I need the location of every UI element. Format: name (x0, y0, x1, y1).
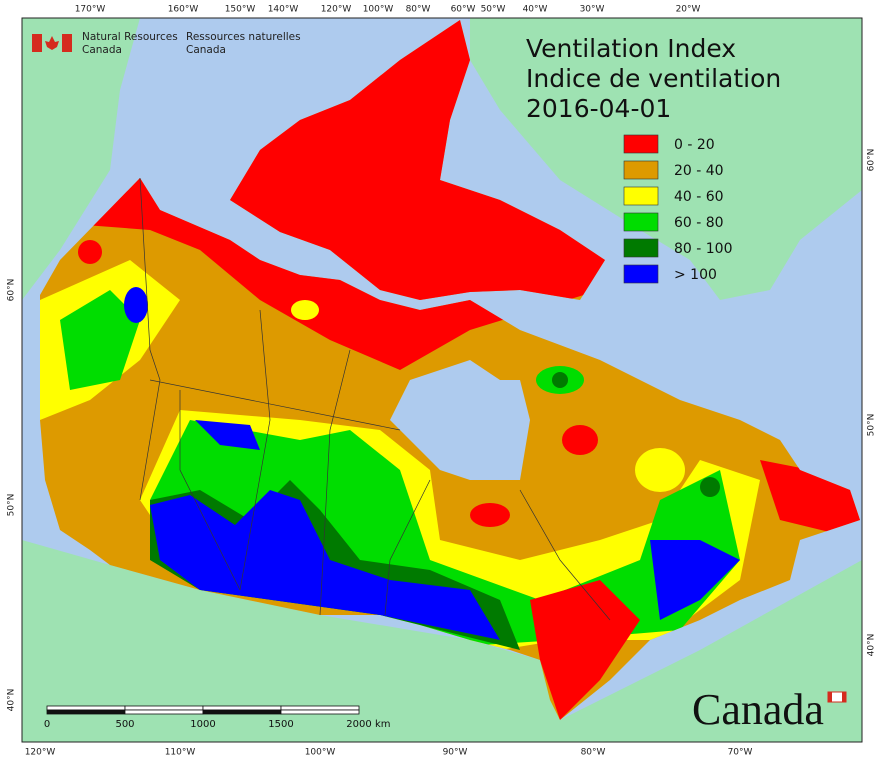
top-lon-label: 40°W (523, 5, 548, 15)
scale-bar: 0 500 1000 1500 2000 km (44, 705, 391, 730)
class-over-100 (124, 287, 148, 323)
flag-bar (842, 692, 846, 702)
class-0-20 (470, 503, 510, 527)
title-en: Ventilation Index (526, 34, 736, 63)
top-lon-label: 60°W (451, 5, 476, 15)
scale-label: 500 (115, 719, 134, 730)
bottom-lon-label: 90°W (443, 748, 468, 758)
greenland (470, 18, 862, 300)
left-lat-label: 50°N (7, 494, 17, 517)
org-en-line1: Natural Resources (82, 31, 178, 43)
top-lon-label: 120°W (321, 5, 352, 15)
class-40-60 (291, 300, 319, 320)
united-states (22, 540, 862, 742)
scale-segment (124, 709, 204, 715)
class-over-100 (150, 490, 500, 640)
class-40-60 (635, 448, 685, 492)
org-fr-line2: Canada (186, 44, 226, 56)
bottom-lon-label: 110°W (165, 748, 196, 758)
legend-swatch (623, 134, 659, 154)
top-lon-label: 30°W (580, 5, 605, 15)
map-frame (21, 17, 863, 743)
top-lon-label: 150°W (225, 5, 256, 15)
border (239, 309, 271, 591)
flag-bar (828, 692, 832, 702)
borders (139, 177, 611, 621)
class-over-100 (195, 420, 260, 450)
legend-label: > 100 (674, 267, 717, 283)
right-lat-label: 50°N (867, 414, 877, 437)
border (139, 177, 161, 501)
legend-swatch (623, 212, 659, 232)
legend-swatch (623, 238, 659, 258)
wordmark: Canada (692, 685, 824, 734)
title-date: 2016-04-01 (526, 94, 671, 123)
org-en-line2: Canada (82, 44, 122, 56)
right-lat-label: 40°N (867, 634, 877, 657)
class-0-20 (78, 240, 102, 264)
scale-segment (46, 705, 126, 711)
bottom-lon-label: 120°W (25, 748, 56, 758)
class-80-100 (700, 477, 720, 497)
legend-label: 60 - 80 (674, 215, 724, 231)
top-lon-label: 140°W (268, 5, 299, 15)
legend-label: 0 - 20 (674, 137, 715, 153)
legend: 0 - 20 20 - 40 40 - 60 60 - 80 80 - 100 > 100 (623, 134, 733, 284)
legend-label: 20 - 40 (674, 163, 724, 179)
top-lon-label: 170°W (75, 5, 106, 15)
top-lon-label: 100°W (363, 5, 394, 15)
left-lat-label: 60°N (7, 279, 17, 302)
scale-unit: km (375, 719, 391, 730)
flag-bar (62, 34, 72, 52)
bottom-lon-label: 70°W (728, 748, 753, 758)
class-0-20 (530, 580, 640, 720)
legend-swatch (623, 264, 659, 284)
top-lon-label: 50°W (481, 5, 506, 15)
scale-segment (280, 709, 360, 715)
top-lon-label: 160°W (168, 5, 199, 15)
graticule-labels: 170°W 160°W 150°W 140°W 120°W 100°W 80°W 60°W 50… (7, 5, 877, 758)
org-fr-line1: Ressources naturelles (186, 31, 301, 43)
maple-leaf (45, 36, 59, 50)
scale-segment (202, 705, 282, 711)
scale-segment (280, 705, 360, 711)
scale-label: 1000 (190, 719, 215, 730)
class-60-80 (60, 290, 140, 390)
nrcan-signature: Natural Resources Canada Ressources natu… (32, 31, 301, 56)
class-over-100 (650, 540, 740, 620)
legend-swatch (623, 160, 659, 180)
left-lat-label: 40°N (7, 689, 17, 712)
alaska-russia (22, 18, 140, 300)
scale-label: 2000 (346, 719, 371, 730)
top-lon-label: 80°W (406, 5, 431, 15)
class-0-20 (562, 425, 598, 455)
border (179, 390, 241, 591)
flag-bar (32, 34, 42, 52)
legend-label: 80 - 100 (674, 241, 733, 257)
scale-label: 1500 (268, 719, 293, 730)
hudson-bay (390, 360, 530, 480)
bottom-lon-label: 100°W (305, 748, 336, 758)
scale-segment (202, 709, 282, 715)
border (384, 479, 431, 616)
border (149, 379, 401, 431)
scale-segment (124, 705, 204, 711)
border (319, 349, 351, 616)
border (519, 489, 611, 621)
legend-label: 40 - 60 (674, 189, 724, 205)
scale-segment (46, 709, 126, 715)
title-fr: Indice de ventilation (526, 64, 781, 93)
bottom-lon-label: 80°W (581, 748, 606, 758)
canada-wordmark: Canada (692, 685, 847, 734)
class-80-100 (552, 372, 568, 388)
right-lat-label: 60°N (867, 149, 877, 172)
legend-swatch (623, 186, 659, 206)
top-lon-label: 20°W (676, 5, 701, 15)
scale-label: 0 (44, 719, 50, 730)
